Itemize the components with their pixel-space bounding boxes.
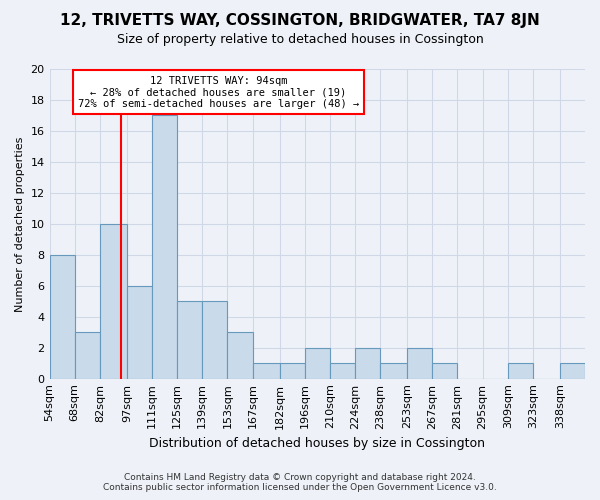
Bar bbox=[253, 363, 280, 378]
Text: Contains HM Land Registry data © Crown copyright and database right 2024.
Contai: Contains HM Land Registry data © Crown c… bbox=[103, 473, 497, 492]
Bar bbox=[152, 116, 177, 378]
Bar bbox=[50, 255, 74, 378]
Bar bbox=[407, 348, 432, 378]
Text: Size of property relative to detached houses in Cossington: Size of property relative to detached ho… bbox=[116, 32, 484, 46]
Bar bbox=[100, 224, 127, 378]
Bar bbox=[74, 332, 100, 378]
Bar bbox=[432, 363, 457, 378]
Bar bbox=[202, 302, 227, 378]
Bar bbox=[380, 363, 407, 378]
Bar bbox=[355, 348, 380, 378]
Bar bbox=[177, 302, 202, 378]
Bar bbox=[127, 286, 152, 378]
Y-axis label: Number of detached properties: Number of detached properties bbox=[15, 136, 25, 312]
Bar bbox=[560, 363, 585, 378]
Text: 12, TRIVETTS WAY, COSSINGTON, BRIDGWATER, TA7 8JN: 12, TRIVETTS WAY, COSSINGTON, BRIDGWATER… bbox=[60, 12, 540, 28]
Bar bbox=[227, 332, 253, 378]
Bar bbox=[330, 363, 355, 378]
X-axis label: Distribution of detached houses by size in Cossington: Distribution of detached houses by size … bbox=[149, 437, 485, 450]
Bar bbox=[508, 363, 533, 378]
Bar bbox=[305, 348, 330, 378]
Text: 12 TRIVETTS WAY: 94sqm
← 28% of detached houses are smaller (19)
72% of semi-det: 12 TRIVETTS WAY: 94sqm ← 28% of detached… bbox=[78, 76, 359, 109]
Bar bbox=[280, 363, 305, 378]
